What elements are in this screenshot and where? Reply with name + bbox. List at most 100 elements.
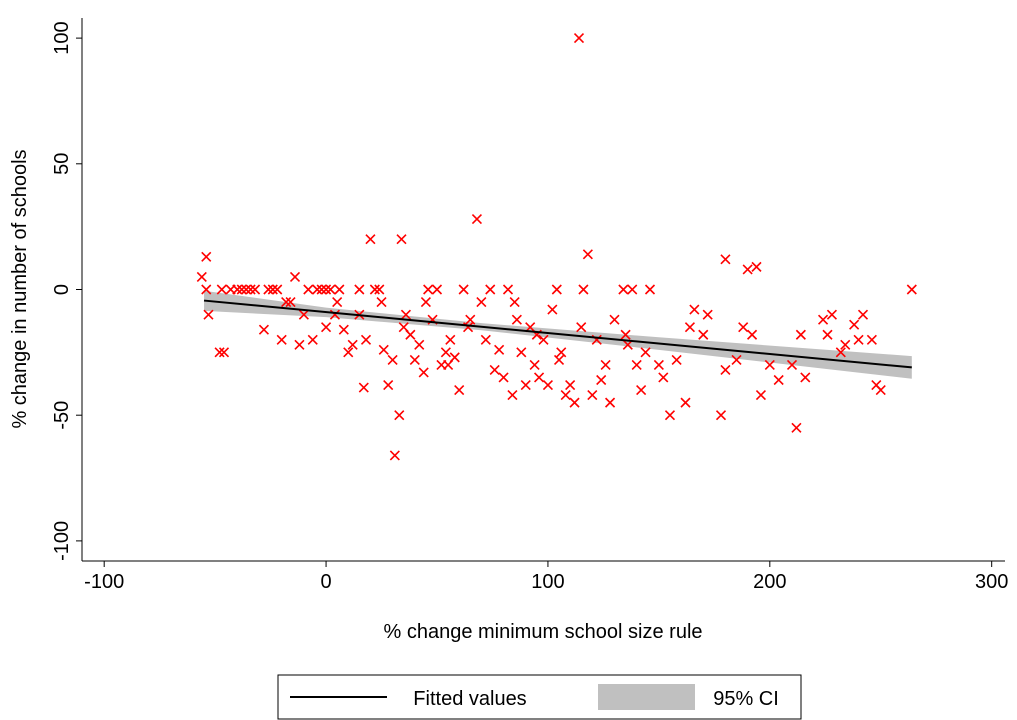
scatter-point bbox=[338, 324, 349, 335]
scatter-point bbox=[332, 297, 343, 308]
scatter-point bbox=[751, 261, 762, 272]
scatter-point bbox=[232, 284, 243, 295]
scatter-point bbox=[440, 347, 451, 358]
scatter-point bbox=[394, 410, 405, 421]
scatter-point bbox=[465, 314, 476, 325]
scatter-point bbox=[773, 374, 784, 386]
legend-swatch bbox=[598, 684, 695, 710]
legend-label: Fitted values bbox=[413, 688, 526, 710]
scatter-point bbox=[281, 297, 292, 308]
scatter-point bbox=[826, 309, 838, 320]
scatter-point bbox=[358, 382, 369, 393]
scatter-point bbox=[267, 284, 278, 295]
scatter-point bbox=[365, 234, 376, 245]
scatter-point bbox=[196, 271, 207, 282]
scatter-point bbox=[360, 334, 372, 345]
scatter-point bbox=[376, 297, 387, 308]
scatter-point bbox=[511, 314, 522, 325]
scatter-point bbox=[378, 344, 389, 355]
scatter-point bbox=[294, 339, 305, 350]
y-tick-label: 50 bbox=[51, 153, 73, 175]
scatter-point bbox=[329, 309, 341, 320]
scatter-point bbox=[420, 297, 431, 308]
x-tick-label: 300 bbox=[975, 571, 1008, 593]
scatter-point bbox=[387, 354, 398, 365]
scatter-point bbox=[241, 284, 252, 295]
scatter-point bbox=[454, 384, 465, 396]
scatter-point bbox=[671, 354, 682, 365]
y-tick-label: -100 bbox=[51, 521, 73, 561]
scatter-point bbox=[498, 372, 509, 383]
scatter-point bbox=[551, 284, 562, 295]
scatter-point bbox=[312, 284, 323, 295]
scatter-point bbox=[369, 284, 380, 295]
legend-label: 95% CI bbox=[713, 688, 779, 710]
scatter-point bbox=[653, 359, 664, 370]
scatter-point bbox=[303, 284, 314, 295]
scatter-point bbox=[201, 251, 212, 262]
scatter-point bbox=[875, 384, 886, 396]
scatter-point bbox=[494, 344, 505, 355]
scatter-point bbox=[822, 329, 833, 340]
scatter-point bbox=[334, 284, 345, 295]
scatter-point bbox=[556, 347, 567, 358]
scatter-point bbox=[742, 264, 753, 275]
scatter-point bbox=[489, 364, 500, 376]
scatter-point bbox=[476, 297, 487, 308]
scatter-point bbox=[565, 379, 576, 391]
scatter-point bbox=[715, 410, 727, 421]
scatter-point bbox=[618, 284, 629, 295]
scatter-point bbox=[576, 322, 587, 333]
scatter-point bbox=[289, 271, 301, 282]
scatter-point bbox=[320, 322, 332, 333]
scatter-point bbox=[620, 329, 631, 340]
scatter-point bbox=[560, 390, 571, 401]
scatter-point bbox=[471, 214, 483, 225]
scatter-point bbox=[800, 372, 811, 383]
scatter-point bbox=[609, 314, 620, 325]
scatter-point bbox=[791, 422, 802, 433]
scatter-point bbox=[320, 284, 332, 295]
scatter-point bbox=[409, 354, 420, 365]
scatter-point bbox=[627, 284, 638, 295]
scatter-point bbox=[214, 347, 225, 358]
scatter-point bbox=[720, 364, 731, 376]
scatter-point bbox=[680, 397, 691, 408]
scatter-point bbox=[414, 339, 425, 350]
scatter-point bbox=[906, 284, 917, 295]
scatter-point bbox=[516, 347, 527, 358]
scatter-point bbox=[573, 33, 585, 44]
scatter-point bbox=[307, 334, 318, 345]
scatter-point bbox=[640, 347, 651, 358]
y-axis-title: % change in number of schools bbox=[9, 149, 31, 428]
scatter-point bbox=[587, 390, 598, 401]
scatter-point bbox=[276, 334, 287, 345]
scatter-point bbox=[569, 397, 580, 408]
scatter-point bbox=[285, 297, 296, 308]
scatter-point bbox=[443, 359, 454, 370]
scatter-point bbox=[374, 284, 385, 295]
scatter-point bbox=[533, 372, 545, 383]
scatter-point bbox=[702, 309, 713, 320]
scatter-point bbox=[604, 397, 616, 408]
scatter-point bbox=[857, 309, 869, 320]
scatter-point bbox=[835, 347, 846, 358]
scatter-point bbox=[578, 284, 589, 295]
y-tick-label: 100 bbox=[51, 21, 73, 54]
scatter-point bbox=[866, 334, 877, 345]
scatter-point bbox=[347, 339, 358, 350]
scatter-point bbox=[582, 249, 593, 260]
scatter-point bbox=[817, 314, 829, 325]
scatter-point bbox=[720, 254, 731, 265]
scatter-point bbox=[389, 450, 400, 461]
scatter-point bbox=[236, 284, 247, 295]
scatter-point bbox=[445, 334, 456, 345]
scatter-point bbox=[529, 359, 540, 370]
scatter-point bbox=[840, 339, 851, 350]
scatter-point bbox=[542, 379, 554, 391]
scatter-point bbox=[786, 359, 798, 370]
scatter-point bbox=[636, 384, 647, 396]
scatter-point bbox=[354, 284, 365, 295]
